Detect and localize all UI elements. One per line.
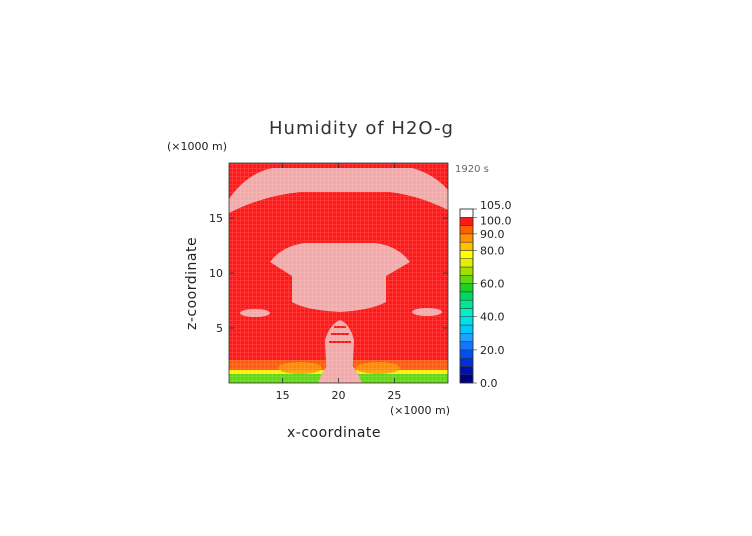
x-tick-label: 15 bbox=[276, 389, 290, 402]
colorbar-swatch bbox=[459, 275, 474, 284]
z-axis-unit: (×1000 m) bbox=[167, 140, 227, 153]
z-axis-title: z-coordinate bbox=[184, 237, 200, 330]
z-tick-label: 15 bbox=[209, 212, 223, 225]
colorbar-tick-label: 90.0 bbox=[480, 228, 505, 241]
colorbar-tick-label: 20.0 bbox=[480, 344, 505, 357]
colorbar-tick-label: 100.0 bbox=[480, 214, 512, 227]
colorbar-swatch bbox=[459, 266, 474, 276]
x-tick-label: 25 bbox=[387, 389, 401, 402]
colorbar-swatch bbox=[459, 333, 474, 342]
colorbar-tick-label: 80.0 bbox=[480, 244, 505, 257]
colorbar-tick-label: 60.0 bbox=[480, 278, 505, 291]
x-tick-label: 20 bbox=[332, 389, 346, 402]
colorbar-swatch bbox=[459, 341, 474, 351]
colorbar-swatch bbox=[459, 250, 474, 259]
x-axis-title: x-coordinate bbox=[287, 425, 381, 441]
colorbar-swatch bbox=[459, 291, 474, 301]
colorbar-swatch bbox=[459, 374, 474, 384]
z-tick-label: 10 bbox=[209, 267, 223, 280]
colorbar-swatch bbox=[459, 233, 474, 243]
x-axis: 15 20 25 bbox=[276, 163, 401, 402]
colorbar-swatch bbox=[459, 225, 474, 235]
colorbar-swatch bbox=[459, 316, 474, 326]
z-tick-label: 5 bbox=[216, 322, 223, 335]
colorbar-swatch bbox=[459, 208, 474, 218]
z-axis: 5 10 15 bbox=[209, 212, 448, 335]
colorbar-swatch bbox=[459, 241, 474, 251]
colorbar-frame bbox=[459, 208, 474, 384]
colorbar-swatch bbox=[459, 217, 474, 226]
colorbar-tick-label: 40.0 bbox=[480, 311, 505, 324]
plot-area bbox=[229, 163, 448, 383]
colorbar-swatch bbox=[459, 357, 474, 367]
colorbar-swatch bbox=[459, 349, 474, 359]
colorbar-tick-label: 105.0 bbox=[480, 199, 512, 212]
x-axis-unit: (×1000 m) bbox=[390, 404, 450, 417]
colorbar-swatch bbox=[459, 283, 474, 293]
colorbar-swatch bbox=[459, 308, 474, 317]
colorbar-swatch bbox=[459, 324, 474, 334]
colorbar-tick-label: 0.0 bbox=[480, 377, 498, 390]
colorbar-swatch bbox=[459, 299, 474, 309]
grid-overlay bbox=[229, 163, 448, 383]
time-label: 1920 s bbox=[455, 164, 489, 175]
chart-title: Humidity of H2O-g bbox=[269, 118, 454, 139]
colorbar-swatch bbox=[459, 258, 474, 268]
colorbar-swatch bbox=[459, 366, 474, 375]
